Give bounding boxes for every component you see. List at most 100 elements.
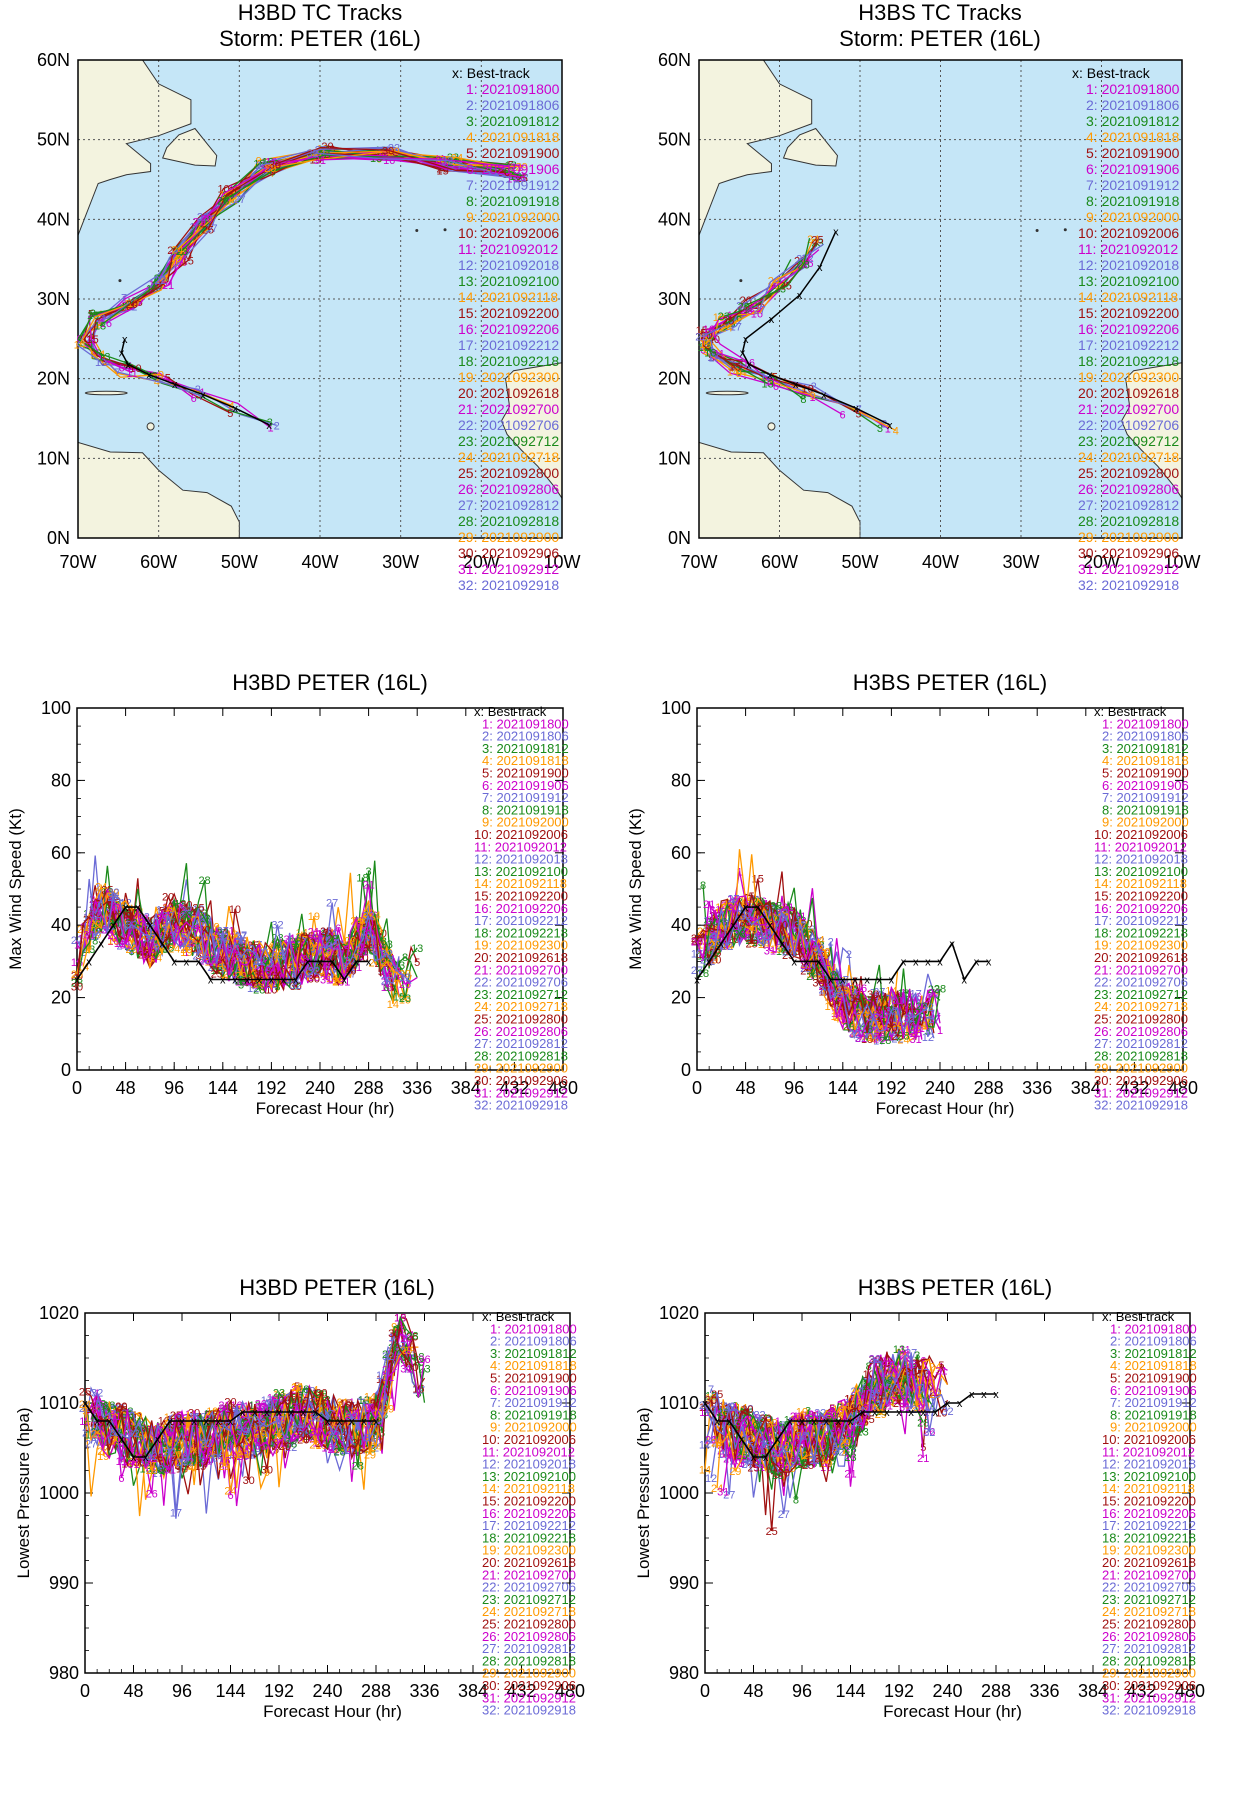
model-series-point: 32 [794, 920, 806, 932]
legend-entry: 14: 2021092118 [458, 289, 558, 305]
model-series-point: 19 [399, 994, 411, 1006]
model-track-point: 28 [217, 196, 229, 208]
x-tick-label: 0 [700, 1681, 710, 1701]
model-series-point: 26 [381, 970, 393, 982]
model-track-point: 16 [751, 308, 763, 320]
model-track-point: 25 [722, 315, 734, 327]
model-series-point: 25 [766, 1526, 778, 1538]
model-track-point: 17 [707, 352, 719, 364]
model-series-point: 24 [332, 976, 344, 988]
x-tick-label: 96 [784, 1078, 804, 1098]
model-series-point: 28 [290, 936, 302, 948]
model-series-point: 32 [164, 1448, 176, 1460]
legend-entry: 29: 2021092900 [474, 1061, 568, 1076]
model-track-point: 11 [765, 376, 776, 388]
model-series-point: 32 [923, 1427, 935, 1439]
legend-entry: 25: 2021092800 [1078, 465, 1179, 481]
plot-frame [696, 707, 1184, 1071]
best-track-point: x [817, 262, 823, 274]
model-series-point: 31 [255, 1441, 267, 1453]
best-track-point: x [957, 1398, 963, 1410]
model-track-point: 18 [253, 159, 265, 171]
best-track-point: x [833, 226, 839, 238]
island [146, 422, 155, 431]
island [739, 279, 743, 283]
model-series-point: 1 [919, 1023, 925, 1035]
y-tick-label: 60N [658, 50, 691, 70]
model-series-point: 1 [937, 1025, 943, 1037]
best-track-point: x [986, 956, 992, 968]
legend-entry: 12: 2021092018 [1078, 257, 1179, 273]
map-title: H3BS TC Tracks [858, 0, 1021, 25]
best-track-point: x [740, 347, 746, 359]
best-track-point: x [769, 314, 775, 326]
wind_right-panel: H3BS PETER (16L)0 48 96 144 192 240 288 336 384 4… [626, 670, 1198, 1118]
model-track-point: 21 [511, 162, 523, 174]
legend-entry: 13: 2021092100 [458, 273, 559, 289]
best-track-point: x [131, 1452, 137, 1464]
x-tick-label: 240 [932, 1681, 962, 1701]
model-series-point: 32 [271, 920, 283, 932]
best-track-line [120, 338, 270, 426]
model-track-point: 24 [720, 322, 732, 334]
legend-entry: 26: 2021092806 [1078, 481, 1179, 497]
best-track-point: x [143, 1452, 149, 1464]
x-tick-label: 30W [382, 552, 419, 572]
x-tick-label: 192 [264, 1681, 294, 1701]
x-tick-label: 480 [1168, 1078, 1198, 1098]
model-series-point: 11 [904, 1009, 915, 1021]
best-track-point: x [949, 938, 955, 950]
legend-entry: 5: 2021091900 [466, 145, 560, 161]
best-track-point: x [751, 1452, 757, 1464]
chart-title: H3BD PETER (16L) [232, 670, 428, 695]
legend-entry: 23: 2021092712 [458, 433, 559, 449]
model-series-point: 30 [849, 993, 861, 1005]
model-track-line [704, 264, 802, 345]
model-series-point: 25 [79, 1386, 91, 1398]
best-track-point: x [342, 975, 348, 987]
model-series-point: 32 [217, 932, 229, 944]
best-track-point: x [775, 1434, 781, 1446]
model-series-point: 11 [168, 929, 179, 941]
best-track-point: x [123, 902, 129, 914]
model-series-point: 32 [126, 920, 138, 932]
model-track-point: 32 [306, 148, 318, 160]
model-series-point: 5 [712, 925, 718, 937]
best-track-point: x [208, 975, 214, 987]
model-series-point: 29 [71, 969, 83, 981]
model-series-point: 31 [119, 939, 131, 951]
best-track-point: x [366, 956, 372, 968]
model-track-point: 8 [270, 166, 276, 178]
model-series-point: 1 [74, 940, 80, 952]
y-tick-label: 1000 [659, 1483, 699, 1503]
model-series-point: 32 [327, 1430, 339, 1442]
model-track-point: 9 [810, 390, 816, 402]
x-tick-label: 288 [361, 1681, 391, 1701]
model-series-point: 30 [741, 1404, 753, 1416]
best-track-point: x [908, 1407, 914, 1419]
model-series-point: 30 [243, 1475, 255, 1487]
legend-entry: 19: 2021092300 [474, 938, 568, 953]
model-series-point: 31 [309, 1427, 321, 1439]
best-track-point: x [913, 956, 919, 968]
model-series-point: 1 [311, 939, 317, 951]
best-track-point: x [896, 1407, 902, 1419]
model-series-point: 11 [813, 948, 824, 960]
legend-entry: 3: 2021091812 [482, 741, 569, 756]
model-series-point: 32 [758, 934, 770, 946]
pres_left-panel: H3BD PETER (16L)0 48 96 144 192 240 288 336 384 4… [14, 1275, 585, 1721]
model-track-line [312, 152, 505, 177]
model-series-point: 16 [381, 982, 393, 994]
legend-entry: 14: 2021092118 [1078, 289, 1178, 305]
model-series-line [76, 891, 406, 991]
best-track-point: x [925, 956, 931, 968]
model-series-point: 3 [852, 998, 858, 1010]
x-tick-label: 240 [925, 1078, 955, 1098]
model-series-point: 25 [138, 950, 150, 962]
best-track-point: x [111, 920, 117, 932]
model-series-point: 28 [180, 910, 192, 922]
model-series-point: 30 [778, 1467, 790, 1479]
model-series-point: 24 [838, 1401, 850, 1413]
legend-entry: 1: 2021091800 [466, 81, 560, 97]
best-track-point: x [702, 1398, 708, 1410]
